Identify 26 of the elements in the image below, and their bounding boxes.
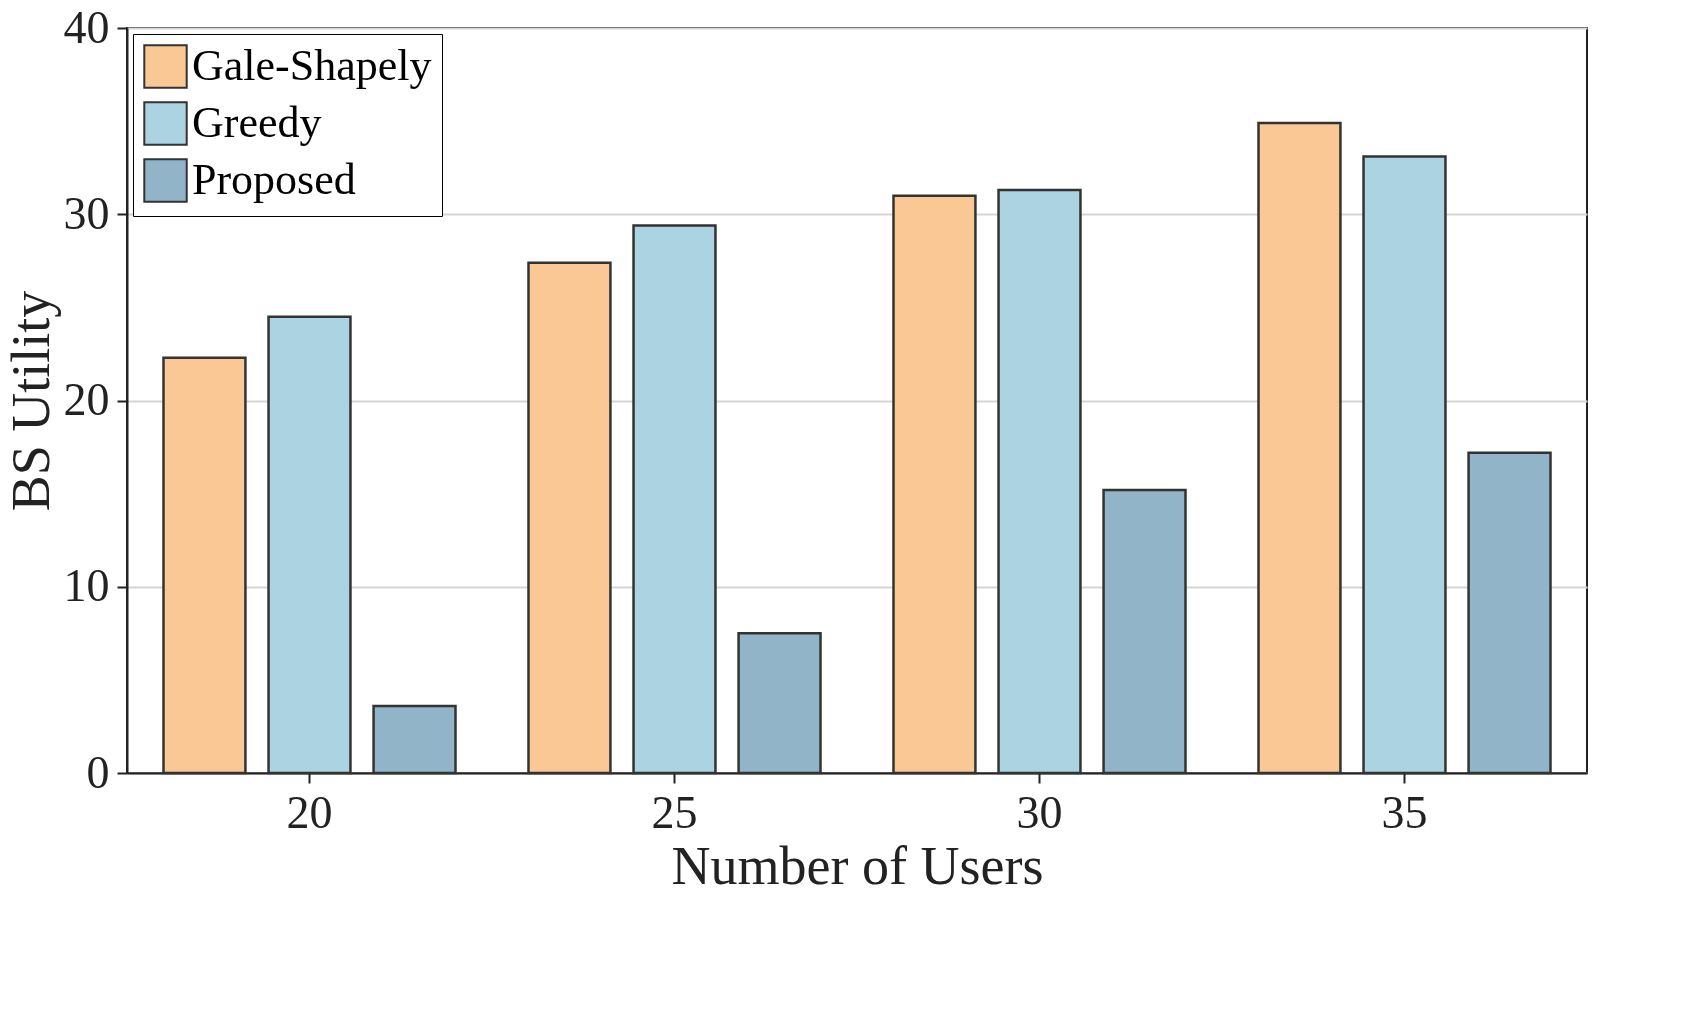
bar [1467, 451, 1552, 775]
y-tick-label: 40 [63, 1, 110, 53]
bar [267, 315, 352, 775]
x-axis-title: Number of Users [671, 835, 1044, 896]
x-tick-label: 20 [286, 786, 333, 838]
legend-label: Greedy [192, 97, 322, 147]
bar [162, 356, 247, 775]
bar [1102, 488, 1187, 775]
bar [632, 224, 717, 775]
y-tick-label: 0 [86, 746, 110, 798]
bar [892, 194, 977, 775]
x-tick-label: 30 [1016, 786, 1063, 838]
y-axis-title: BS Utility [0, 290, 61, 512]
bar [737, 632, 822, 775]
y-tick-label: 20 [63, 374, 110, 425]
x-tick-label: 25 [651, 786, 698, 838]
legend-label: Gale-Shapely [192, 40, 432, 90]
legend-label: Proposed [192, 154, 356, 204]
y-tick-label: 30 [63, 187, 110, 239]
bar [1257, 121, 1342, 775]
bar [997, 188, 1082, 775]
bar [527, 261, 612, 775]
bar [372, 704, 457, 775]
y-tick-label: 10 [63, 560, 110, 612]
bar [1362, 155, 1447, 775]
x-tick-label: 35 [1381, 786, 1428, 838]
